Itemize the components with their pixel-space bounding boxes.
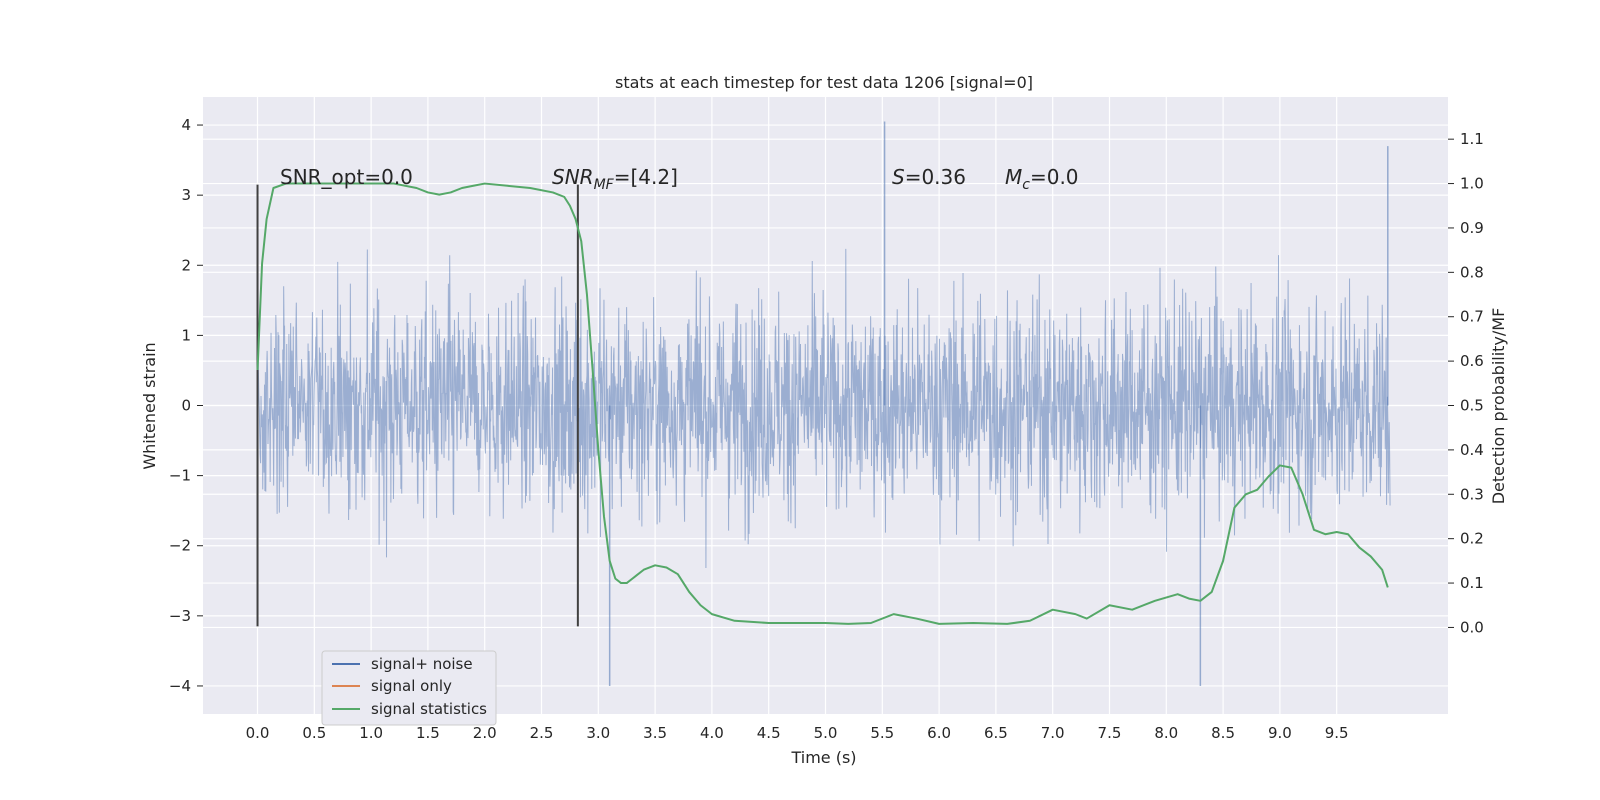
x-tick-label: 5.5 bbox=[870, 724, 894, 742]
y-tick-label: 3 bbox=[181, 186, 191, 204]
legend: signal+ noise signal only signal statist… bbox=[321, 650, 497, 726]
y-tick-label: 4 bbox=[181, 116, 191, 134]
y-right-tick-label: 0.2 bbox=[1460, 530, 1484, 548]
x-tick-label: 0.0 bbox=[246, 724, 270, 742]
snr-mf-value: =[4.2] bbox=[614, 165, 678, 189]
mc-sub: c bbox=[1022, 177, 1030, 193]
x-tick-label: 3.0 bbox=[586, 724, 610, 742]
y-tick-label: 0 bbox=[181, 397, 191, 415]
y-right-tick-label: 0.9 bbox=[1460, 219, 1484, 237]
snr-opt-annotation: SNR_opt=0.0 bbox=[280, 165, 413, 189]
x-tick-label: 6.5 bbox=[984, 724, 1008, 742]
chart-title: stats at each timestep for test data 120… bbox=[615, 73, 1033, 92]
snr-opt-prefix: SNR_opt= bbox=[280, 165, 381, 189]
mc-annotation: Mc=0.0 bbox=[1005, 165, 1079, 193]
legend-label-signal-only: signal only bbox=[371, 677, 452, 695]
y-right-tick-label: 1.0 bbox=[1460, 175, 1484, 193]
x-tick-label: 5.0 bbox=[814, 724, 838, 742]
s-annotation: S=0.36 bbox=[892, 165, 966, 189]
y-right-tick-label: 0.3 bbox=[1460, 485, 1484, 503]
statistics-line bbox=[256, 182, 1389, 625]
y-ticks: 4 3 2 1 0 −1 −2 −3 −4 bbox=[169, 116, 203, 695]
legend-label-signal-noise: signal+ noise bbox=[371, 655, 473, 673]
mc-main: M bbox=[1005, 165, 1022, 189]
y-tick-label: −4 bbox=[169, 677, 191, 695]
snr-mf-sub: MF bbox=[594, 177, 615, 193]
x-tick-label: 0.5 bbox=[302, 724, 326, 742]
x-tick-label: 4.5 bbox=[757, 724, 781, 742]
x-tick-label: 2.5 bbox=[530, 724, 554, 742]
x-tick-label: 6.0 bbox=[927, 724, 951, 742]
x-tick-label: 9.0 bbox=[1268, 724, 1292, 742]
legend-label-signal-statistics: signal statistics bbox=[371, 700, 487, 718]
y-tick-label: 2 bbox=[181, 256, 191, 274]
snr-mf-annotation: SNRMF=[4.2] bbox=[552, 165, 678, 193]
x-tick-label: 4.0 bbox=[700, 724, 724, 742]
x-tick-label: 7.0 bbox=[1041, 724, 1065, 742]
noise-series bbox=[257, 121, 1391, 686]
y-right-tick-label: 0.7 bbox=[1460, 308, 1484, 326]
y-axis-label: Whitened strain bbox=[140, 342, 159, 469]
x-tick-label: 7.5 bbox=[1098, 724, 1122, 742]
s-label: S bbox=[892, 165, 905, 189]
y-right-tick-label: 0.4 bbox=[1460, 441, 1484, 459]
x-tick-label: 9.5 bbox=[1325, 724, 1349, 742]
x-ticks: 0.0 0.5 1.0 1.5 2.0 2.5 3.0 3.5 4.0 4.5 5.0 5.5 6.0 6… bbox=[246, 724, 1349, 742]
y-right-tick-label: 0.0 bbox=[1460, 618, 1484, 636]
legend-box bbox=[321, 650, 497, 726]
x-tick-label: 1.5 bbox=[416, 724, 440, 742]
stats-series bbox=[256, 182, 1389, 625]
y-right-tick-label: 0.5 bbox=[1460, 397, 1484, 415]
x-tick-label: 1.0 bbox=[359, 724, 383, 742]
x-tick-label: 8.0 bbox=[1154, 724, 1178, 742]
y-right-axis-label: Detection probability/MF bbox=[1489, 308, 1508, 505]
y-tick-label: −2 bbox=[169, 537, 191, 555]
y-tick-label: 1 bbox=[181, 326, 191, 344]
x-tick-label: 2.0 bbox=[473, 724, 497, 742]
y-right-tick-label: 0.1 bbox=[1460, 574, 1484, 592]
snr-mf-main: SNR bbox=[552, 165, 594, 189]
x-tick-label: 8.5 bbox=[1211, 724, 1235, 742]
marker-layer bbox=[256, 184, 579, 627]
y-right-tick-label: 0.8 bbox=[1460, 263, 1484, 281]
annotations: SNR_opt=0.0 SNRMF=[4.2] S=0.36 Mc=0.0 bbox=[280, 165, 1079, 193]
y-right-ticks: 1.1 1.0 0.9 0.8 0.7 0.6 0.5 0.4 0.3 0.2 0.1 0.0 bbox=[1448, 130, 1484, 636]
x-axis-label: Time (s) bbox=[790, 748, 856, 767]
y-tick-label: −1 bbox=[169, 467, 191, 485]
x-tick-label: 3.5 bbox=[643, 724, 667, 742]
y-right-tick-label: 1.1 bbox=[1460, 130, 1484, 148]
s-value: =0.36 bbox=[905, 165, 966, 189]
y-tick-label: −3 bbox=[169, 607, 191, 625]
noise-trace bbox=[257, 248, 1391, 568]
snr-opt-value: 0.0 bbox=[381, 165, 413, 189]
y-right-tick-label: 0.6 bbox=[1460, 352, 1484, 370]
mc-value: =0.0 bbox=[1030, 165, 1079, 189]
